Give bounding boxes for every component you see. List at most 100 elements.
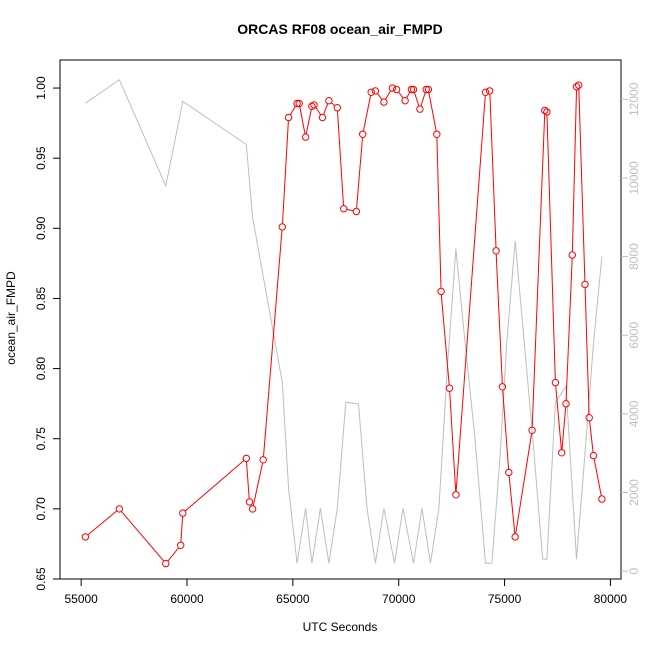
series-left-point	[486, 87, 494, 95]
series-left-point	[318, 113, 327, 122]
series-left-point	[422, 85, 430, 94]
series-left-point	[543, 108, 551, 116]
y-tick-label: 0.65	[34, 567, 48, 591]
plot-frame	[59, 59, 622, 580]
series-left-segment	[589, 420, 594, 453]
series-left-point	[424, 85, 433, 94]
series-left-point	[433, 130, 441, 139]
series-left-segment	[515, 433, 533, 534]
series-left-segment	[184, 460, 245, 512]
series-left-point	[492, 247, 500, 255]
series-left-segment	[337, 110, 344, 206]
series-left-point	[81, 533, 90, 541]
series-left-segment	[455, 95, 486, 492]
series-left-point	[452, 491, 460, 499]
series-left-point	[308, 102, 316, 111]
series-left-point	[558, 449, 566, 457]
y-tick-label: 0.80	[34, 357, 48, 381]
series-left-segment	[420, 92, 426, 107]
series-left-segment	[299, 106, 306, 135]
series-left-segment	[406, 91, 411, 99]
series-left-point	[407, 85, 416, 94]
x-tick-label: 70000	[382, 592, 416, 606]
series-left-segment	[565, 258, 573, 401]
series-left-point	[371, 87, 380, 95]
series-left-point	[392, 85, 401, 94]
series-left-point	[278, 223, 286, 231]
y2-tick-label: 8000	[627, 243, 641, 270]
series-right-line	[85, 78, 603, 564]
series-left-point	[437, 287, 445, 296]
series-left-point	[380, 98, 388, 106]
series-left-segment	[305, 109, 312, 135]
series-left-segment	[578, 88, 586, 282]
y-axis-label: ocean_air_FMPD	[4, 271, 18, 365]
series-left-segment	[593, 458, 602, 496]
series-left-segment	[356, 137, 363, 209]
series-left-point	[179, 509, 187, 517]
series-left-point	[585, 414, 593, 422]
series-left-point	[333, 104, 341, 112]
y-tick-label: 0.75	[34, 427, 48, 451]
series-left-segment	[289, 105, 296, 116]
series-left-point	[505, 468, 513, 477]
series-left-point	[340, 205, 348, 213]
series-left-segment	[489, 94, 497, 248]
x-tick-label: 65000	[276, 592, 310, 606]
series-left-segment	[330, 102, 336, 107]
series-left-segment	[398, 91, 404, 99]
series-left-point	[551, 378, 560, 387]
series-left-segment	[263, 230, 283, 457]
series-left-segment	[449, 391, 457, 492]
series-left-segment	[555, 385, 562, 450]
y-tick-label: 0.70	[34, 497, 48, 521]
y-axis-left: 0.65 0.70 0.75 0.80 0.85 0.90 0.95 1.00	[34, 76, 60, 591]
series-left-segment	[440, 294, 450, 386]
series-left-point	[562, 400, 570, 408]
series-left-segment	[571, 89, 577, 252]
x-tick-label: 60000	[170, 592, 204, 606]
series-left-point	[388, 84, 397, 92]
series-left-segment	[167, 547, 179, 562]
y-tick-label: 0.90	[34, 216, 48, 240]
series-left-point	[568, 251, 576, 259]
series-left-point	[248, 505, 257, 513]
series-left-segment	[385, 90, 392, 100]
series-left-point	[409, 85, 418, 94]
series-left-segment	[180, 516, 184, 543]
y2-tick-label: 4000	[627, 400, 641, 427]
series-left-segment	[436, 137, 442, 289]
series-left-segment	[252, 462, 264, 506]
y2-tick-label: 0	[627, 567, 641, 574]
series-left-point	[259, 456, 267, 464]
y2-tick-label: 2000	[627, 479, 641, 506]
x-axis: 55000 60000 65000 70000 75000 80000	[64, 579, 627, 606]
series-left-point	[352, 207, 361, 216]
series-left-point	[162, 559, 170, 568]
series-left-point	[359, 130, 367, 139]
series-left-segment	[87, 510, 118, 536]
y2-tick-label: 10000	[627, 161, 641, 195]
y-tick-label: 1.00	[34, 76, 48, 100]
series-left-point	[575, 81, 583, 89]
series-left-segment	[323, 103, 329, 115]
y2-tick-label: 6000	[627, 322, 641, 349]
series-left-segment	[377, 93, 383, 100]
series-left-point	[528, 426, 536, 434]
series-left-segment	[428, 92, 437, 132]
series-left-segment	[282, 120, 289, 224]
series-right-group	[85, 78, 603, 564]
series-left-point	[295, 99, 303, 108]
series-left-point	[589, 451, 598, 460]
chart-title: ORCAS RF08 ocean_air_FMPD	[237, 21, 442, 37]
x-tick-label: 55000	[64, 592, 98, 606]
series-left-segment	[546, 115, 556, 380]
series-left-point	[401, 97, 409, 105]
series-left-segment	[414, 92, 420, 107]
series-left-point	[367, 88, 375, 97]
x-axis-label: UTC Seconds	[303, 620, 378, 634]
y2-tick-label: 12000	[627, 82, 641, 116]
series-left-segment	[246, 461, 250, 499]
series-left-segment	[315, 107, 322, 116]
